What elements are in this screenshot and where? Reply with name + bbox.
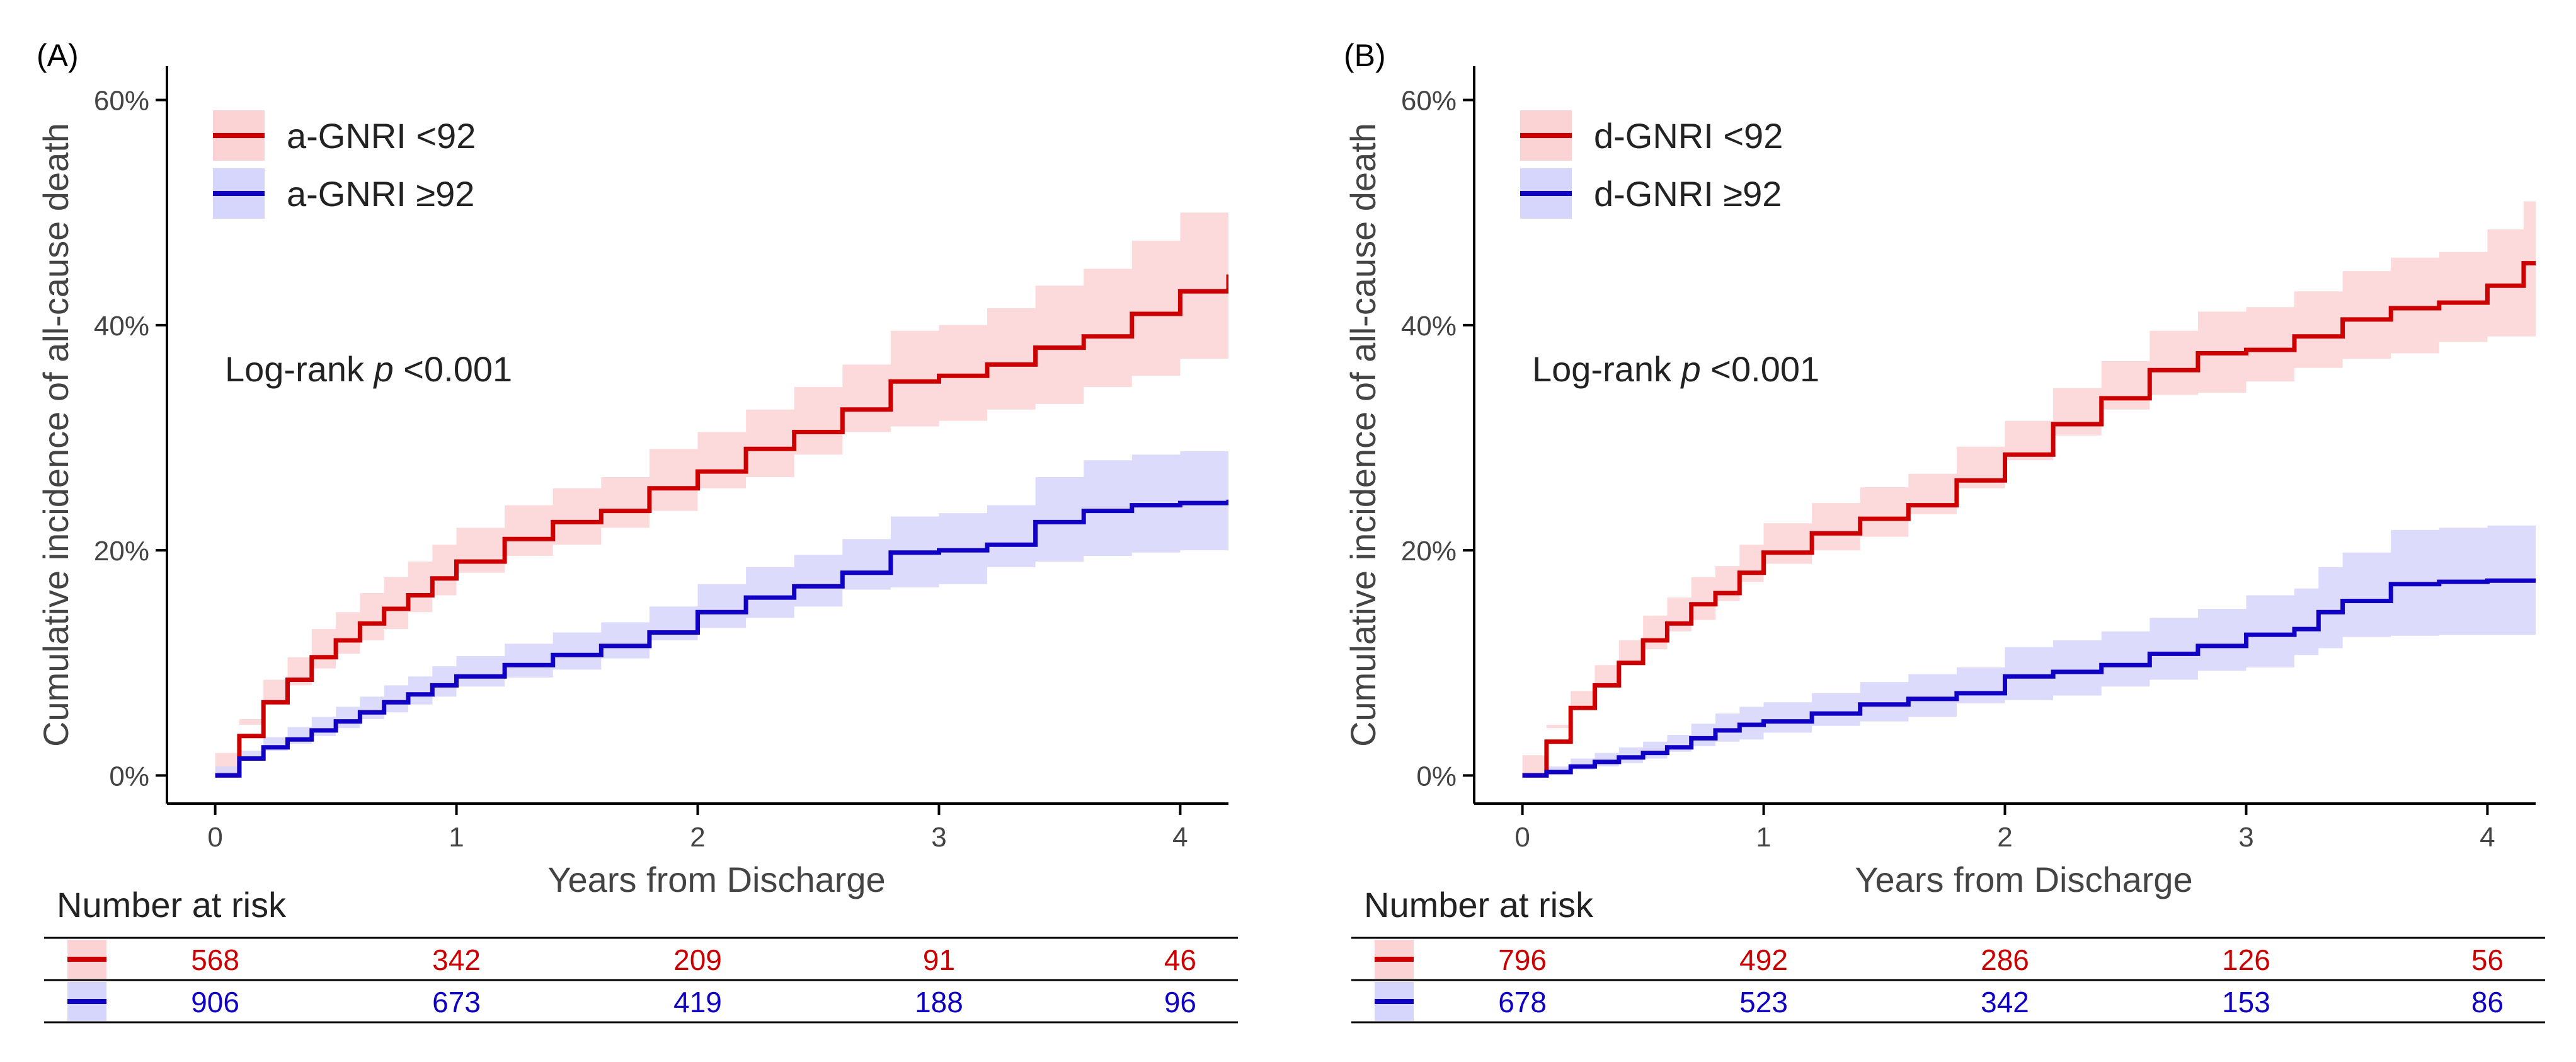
risk-value: 523 — [1739, 986, 1788, 1019]
ci-band-1 — [1522, 525, 2536, 776]
plot-area — [215, 201, 1228, 778]
x-tick-label: 4 — [1172, 822, 1188, 853]
y-tick-label: 20% — [1401, 536, 1457, 567]
ci-band-0 — [215, 201, 1228, 776]
risk-value: 209 — [673, 944, 722, 976]
x-tick-label: 3 — [931, 822, 946, 853]
x-axis-title: Years from Discharge — [1855, 860, 2192, 899]
y-tick-label: 60% — [1401, 86, 1457, 117]
risk-value: 342 — [432, 944, 481, 976]
risk-value: 188 — [915, 986, 963, 1019]
x-tick-label: 1 — [449, 822, 464, 853]
series-line-1 — [215, 499, 1228, 778]
series-line-1 — [1522, 578, 2536, 778]
y-tick-label: 20% — [94, 536, 149, 567]
risk-value: 286 — [1981, 944, 2029, 976]
x-tick-label: 3 — [2238, 822, 2253, 853]
risk-table-title: Number at risk — [1364, 885, 1594, 925]
risk-value: 96 — [1164, 986, 1196, 1019]
risk-value: 342 — [1981, 986, 2029, 1019]
panel-b: (B) 0% 20% 40% 60% 0 1 2 3 4 Years from Discharge C… — [1343, 38, 2545, 1024]
legend-label: d-GNRI ≥92 — [1594, 174, 1782, 214]
y-tick-label: 40% — [94, 311, 149, 342]
risk-value: 492 — [1739, 944, 1788, 976]
legend-label: d-GNRI <92 — [1594, 116, 1783, 156]
y-axis-title: Cumulative incidence of all-cause death — [1343, 123, 1383, 747]
risk-value: 56 — [2471, 944, 2504, 976]
ci-band-0 — [1522, 201, 2536, 776]
risk-value: 906 — [191, 986, 239, 1019]
legend-label: a-GNRI <92 — [287, 116, 476, 156]
annotation-p: p — [1680, 349, 1701, 389]
annotation-p: p — [373, 349, 394, 389]
x-tick-label: 2 — [690, 822, 705, 853]
risk-value: 86 — [2471, 986, 2504, 1019]
risk-value: 568 — [191, 944, 239, 976]
series-line-0 — [215, 274, 1228, 778]
legend-label: a-GNRI ≥92 — [287, 174, 474, 214]
panel-label: (A) — [37, 38, 79, 73]
risk-value: 91 — [923, 944, 955, 976]
risk-value: 673 — [432, 986, 481, 1019]
risk-table-title: Number at risk — [57, 885, 287, 925]
log-rank-annotation: Log-rank p <0.001 — [1532, 349, 1819, 389]
x-tick-label: 2 — [1997, 822, 2012, 853]
y-axis-title: Cumulative incidence of all-cause death — [36, 123, 76, 747]
series-line-0 — [1522, 261, 2536, 778]
x-tick-label: 4 — [2480, 822, 2495, 853]
risk-value: 126 — [2222, 944, 2270, 976]
plot-area — [1522, 201, 2536, 778]
x-axis-title: Years from Discharge — [547, 860, 885, 899]
x-tick-label: 1 — [1756, 822, 1771, 853]
y-tick-label: 60% — [94, 86, 149, 117]
x-tick-label: 0 — [1514, 822, 1530, 853]
risk-value: 46 — [1164, 944, 1196, 976]
x-tick-label: 0 — [207, 822, 222, 853]
annotation-prefix: Log-rank — [225, 349, 374, 389]
annotation-suffix: <0.001 — [1701, 349, 1819, 389]
panel-label: (B) — [1344, 38, 1386, 73]
risk-value: 796 — [1498, 944, 1547, 976]
risk-value: 678 — [1498, 986, 1547, 1019]
risk-value: 153 — [2222, 986, 2270, 1019]
annotation-suffix: <0.001 — [394, 349, 512, 389]
annotation-prefix: Log-rank — [1532, 349, 1681, 389]
panel-a: (A) 0% 20% 40% 60% 0 1 2 3 4 Years from Discharge C… — [36, 38, 1238, 1024]
y-tick-label: 40% — [1401, 311, 1457, 342]
risk-value: 419 — [673, 986, 722, 1019]
y-tick-label: 0% — [1416, 761, 1457, 792]
log-rank-annotation: Log-rank p <0.001 — [225, 349, 512, 389]
y-tick-label: 0% — [109, 761, 149, 792]
